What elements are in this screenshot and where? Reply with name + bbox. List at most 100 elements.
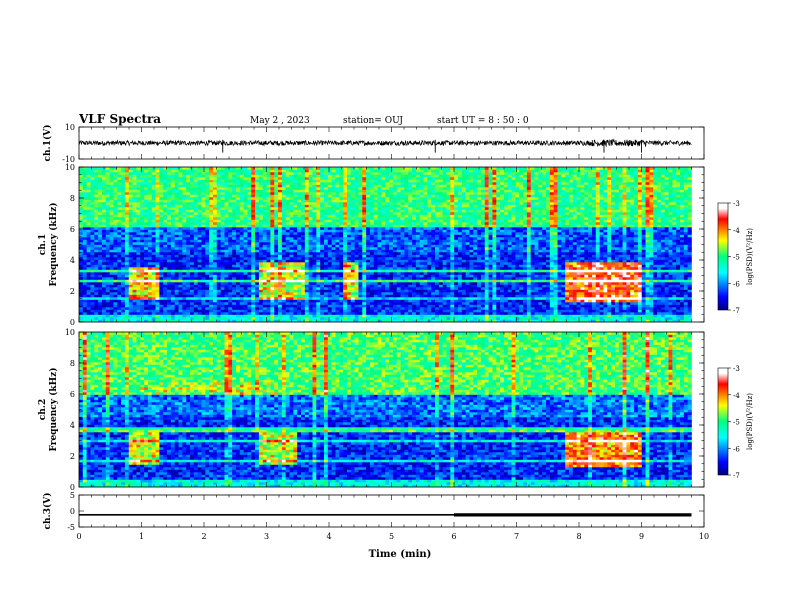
spectrogram-cell	[278, 215, 282, 218]
spectrogram-cell	[347, 182, 351, 185]
spectrogram-cell	[309, 312, 313, 315]
spectrogram-cell	[83, 172, 87, 175]
spectrogram-cell	[370, 207, 374, 210]
spectrogram-cell	[313, 202, 317, 205]
spectrogram-cell	[251, 187, 255, 190]
spectrogram-cell	[79, 195, 83, 198]
spectrogram-cell	[144, 282, 148, 285]
spectrogram-cell	[236, 185, 240, 188]
spectrogram-cell	[205, 297, 209, 300]
spectrogram-cell	[228, 180, 232, 183]
spectrogram-cell	[259, 270, 263, 273]
spectrogram-cell	[159, 227, 163, 230]
spectrogram-cell	[347, 212, 351, 215]
spectrogram-cell	[378, 315, 382, 318]
spectrogram-cell	[90, 265, 94, 268]
spectrogram-cell	[328, 212, 332, 215]
spectrogram-cell	[87, 207, 91, 210]
spectrogram-cell	[270, 247, 274, 250]
spectrogram-cell	[236, 182, 240, 185]
spectrogram-cell	[90, 197, 94, 200]
spectrogram-cell	[259, 230, 263, 233]
spectrogram-cell	[228, 170, 232, 173]
spectrogram-cell	[247, 260, 251, 263]
spectrogram-cell	[167, 295, 171, 298]
spectrogram-cell	[335, 265, 339, 268]
spectrogram-cell	[290, 170, 294, 173]
spectrogram-cell	[274, 270, 278, 273]
spectrogram-cell	[228, 312, 232, 315]
spectrogram-cell	[328, 197, 332, 200]
spectrogram-cell	[270, 255, 274, 258]
spectrogram-cell	[366, 225, 370, 228]
spectrogram-cell	[182, 302, 186, 305]
spectrogram-cell	[366, 222, 370, 225]
spectrogram-cell	[125, 215, 129, 218]
spectrogram-cell	[205, 307, 209, 310]
spectrogram-cell	[110, 252, 114, 255]
spectrogram-cell	[213, 222, 217, 225]
spectrogram-cell	[335, 270, 339, 273]
spectrogram-cell	[228, 300, 232, 303]
spectrogram-cell	[305, 187, 309, 190]
spectrogram-cell	[156, 222, 160, 225]
spectrogram-cell	[320, 267, 324, 270]
spectrogram-cell	[148, 302, 152, 305]
spectrogram-cell	[121, 290, 125, 293]
spectrogram-cell	[90, 167, 94, 170]
spectrogram-cell	[98, 257, 102, 260]
spectrogram-cell	[110, 262, 114, 265]
spectrogram-cell	[259, 267, 263, 270]
spectrogram-cell	[335, 297, 339, 300]
spectrogram-cell	[182, 305, 186, 308]
spectrogram-cell	[106, 302, 110, 305]
spectrogram-cell	[366, 205, 370, 208]
spectrogram-cell	[140, 285, 144, 288]
spectrogram-cell	[286, 312, 290, 315]
spectrogram-cell	[255, 277, 259, 280]
spectrogram-cell	[129, 197, 133, 200]
spectrogram-cell	[129, 192, 133, 195]
spectrogram-cell	[213, 210, 217, 213]
spectrogram-cell	[339, 195, 343, 198]
spectrogram-cell	[106, 255, 110, 258]
spectrogram-cell	[121, 312, 125, 315]
spectrogram-cell	[205, 300, 209, 303]
spectrogram-cell	[125, 247, 129, 250]
spectrogram-cell	[309, 217, 313, 220]
spectrogram-cell	[347, 220, 351, 223]
spectrogram-cell	[87, 262, 91, 265]
spectrogram-cell	[98, 180, 102, 183]
spectrogram-cell	[190, 297, 194, 300]
spectrogram-cell	[232, 282, 236, 285]
spectrogram-cell	[163, 297, 167, 300]
spectrogram-cell	[328, 290, 332, 293]
spectrogram-cell	[117, 172, 121, 175]
spectrogram-cell	[156, 255, 160, 258]
spectrogram-cell	[255, 172, 259, 175]
spectrogram-cell	[194, 295, 198, 298]
spectrogram-cell	[290, 307, 294, 310]
spectrogram-cell	[267, 197, 271, 200]
spectrogram-cell	[251, 317, 255, 320]
spectrogram-cell	[328, 250, 332, 253]
spectrogram-cell	[190, 197, 194, 200]
spectrogram-cell	[251, 200, 255, 203]
spectrogram-cell	[328, 297, 332, 300]
spectrogram-cell	[190, 265, 194, 268]
spectrogram-cell	[179, 197, 183, 200]
spectrogram-cell	[335, 240, 339, 243]
spectrogram-cell	[90, 180, 94, 183]
spectrogram-cell	[244, 310, 248, 313]
spectrogram-cell	[125, 295, 129, 298]
spectrogram-cell	[121, 285, 125, 288]
spectrogram-cell	[83, 232, 87, 235]
spectrogram-cell	[366, 175, 370, 178]
spectrogram-cell	[159, 292, 163, 295]
spectrogram-cell	[236, 227, 240, 230]
spectrogram-cell	[251, 217, 255, 220]
spectrogram-cell	[186, 262, 190, 265]
spectrogram-cell	[297, 252, 301, 255]
spectrogram-cell	[366, 192, 370, 195]
spectrogram-cell	[309, 187, 313, 190]
